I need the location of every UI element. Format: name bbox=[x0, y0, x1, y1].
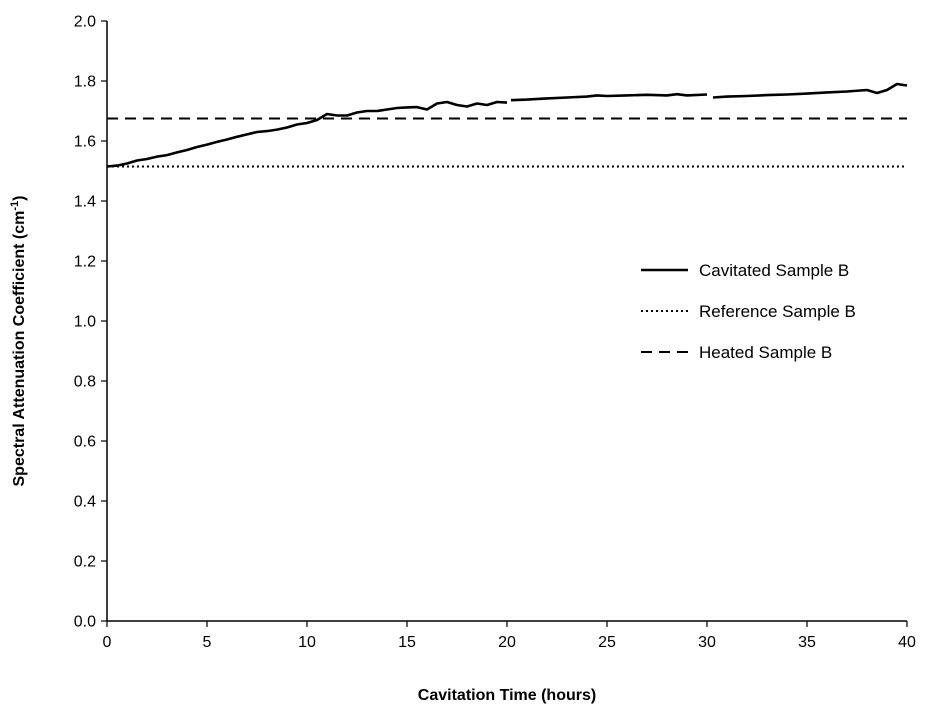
ticks: 0.0 0.2 0.4 0.6 0.8 1.0 1.2 1.4 1.6 1.8 2.0 0 5 10 15 2… bbox=[74, 14, 916, 652]
legend-label: Cavitated Sample B bbox=[699, 261, 849, 280]
y-axis-title-superscript: -1 bbox=[9, 201, 21, 211]
legend: Cavitated Sample B Reference Sample B Heat… bbox=[641, 261, 856, 362]
y-tick-label: 0.4 bbox=[74, 494, 96, 511]
x-tick-label: 0 bbox=[103, 634, 112, 651]
x-tick-label: 5 bbox=[203, 634, 212, 651]
x-axis-title: Cavitation Time (hours) bbox=[418, 687, 596, 704]
y-tick-label: 0.0 bbox=[74, 614, 96, 631]
axes bbox=[106, 21, 907, 622]
series-layer bbox=[106, 82, 908, 168]
x-tick-label: 35 bbox=[798, 634, 816, 651]
y-tick-label: 0.8 bbox=[74, 374, 96, 391]
legend-label: Reference Sample B bbox=[699, 302, 856, 321]
y-tick-label: 1.6 bbox=[74, 134, 96, 151]
y-tick-label: 0.6 bbox=[74, 434, 96, 451]
y-tick-label: 1.8 bbox=[74, 74, 96, 91]
x-tick-label: 30 bbox=[698, 634, 716, 651]
series-line-cavitated-sample-b bbox=[712, 82, 908, 99]
x-tick-label: 25 bbox=[598, 634, 616, 651]
y-tick-label: 1.2 bbox=[74, 254, 96, 271]
y-tick-label: 2.0 bbox=[74, 14, 96, 31]
legend-label: Heated Sample B bbox=[699, 343, 832, 362]
series-line-cavitated-sample-b bbox=[510, 92, 708, 102]
y-axis-title: Spectral Attenuation Coefficient (cm-1) bbox=[9, 196, 28, 487]
x-tick-label: 20 bbox=[498, 634, 516, 651]
y-tick-label: 1.0 bbox=[74, 314, 96, 331]
x-tick-label: 40 bbox=[898, 634, 916, 651]
series-line-cavitated-sample-b bbox=[106, 100, 508, 168]
y-axis-title-main: Spectral Attenuation Coefficient (cm bbox=[11, 211, 28, 487]
y-tick-label: 1.4 bbox=[74, 194, 96, 211]
y-axis-title-close: ) bbox=[11, 196, 28, 201]
x-tick-label: 10 bbox=[298, 634, 316, 651]
x-tick-label: 15 bbox=[398, 634, 416, 651]
y-tick-label: 0.2 bbox=[74, 554, 96, 571]
